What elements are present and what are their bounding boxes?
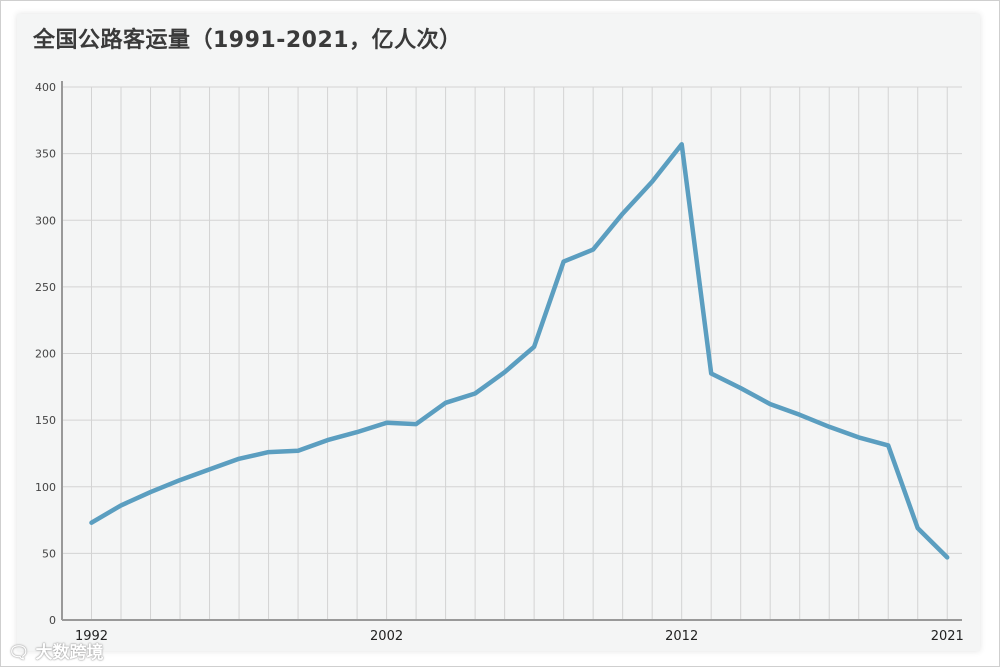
y-tick-label: 100 xyxy=(35,481,56,494)
y-tick-labels: 0 50 100 150 200 250 300 350 400 xyxy=(35,81,56,627)
y-tick-label: 150 xyxy=(35,414,56,427)
series xyxy=(89,142,950,560)
grid xyxy=(62,86,962,620)
x-tick-labels: 1992 2002 2012 2021 xyxy=(75,629,964,644)
y-tick-label: 350 xyxy=(35,148,56,161)
axes xyxy=(61,81,962,621)
chart-title: 全国公路客运量（1991-2021，亿人次） xyxy=(33,28,462,53)
y-tick-label: 250 xyxy=(35,281,56,294)
x-tick-label: 1992 xyxy=(75,629,108,644)
watermark-text: 大数跨境 xyxy=(35,643,104,663)
x-tick-label: 2021 xyxy=(931,629,964,644)
y-tick-label: 400 xyxy=(35,81,56,94)
y-tick-label: 300 xyxy=(35,214,56,227)
series-line xyxy=(89,142,950,560)
y-tick-label: 0 xyxy=(49,614,56,627)
y-tick-label: 50 xyxy=(42,547,56,560)
watermark: 🗨 大数跨境 xyxy=(8,638,104,663)
x-tick-label: 2012 xyxy=(665,629,698,644)
x-tick-label: 2002 xyxy=(370,629,403,644)
chat-bubble-icon: 🗨 xyxy=(8,643,30,663)
chart-card xyxy=(17,14,980,651)
y-tick-label: 200 xyxy=(35,348,56,361)
